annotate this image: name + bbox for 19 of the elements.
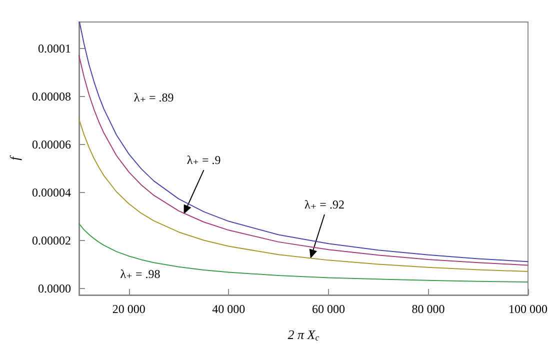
line-series: [79, 22, 528, 262]
annotation: λ₊ = .92: [304, 198, 344, 212]
line-series: [78, 55, 528, 266]
y-tick-label: 0.00006: [32, 137, 71, 152]
y-tick-label: 0.00002: [32, 233, 71, 248]
y-axis-title: f: [7, 154, 22, 160]
x-tick-label: 60 000: [312, 302, 345, 316]
x-tick-label: 100 000: [508, 302, 548, 316]
y-tick-label: 0.0000: [38, 282, 71, 296]
x-tick-label: 40 000: [212, 302, 246, 316]
annotation: λ₊ = .9: [186, 153, 221, 168]
annotation: λ₊ = .98: [120, 267, 160, 281]
line-series: [78, 223, 528, 283]
x-tick-label: 80 000: [412, 302, 445, 316]
y-tick-label: 0.00004: [32, 185, 71, 200]
y-tick-label: 0.00008: [32, 89, 71, 104]
annotation: λ₊ = .89: [134, 90, 174, 105]
x-tick-label: 20 000: [112, 302, 146, 316]
y-tick-label: 0.0001: [38, 41, 71, 56]
